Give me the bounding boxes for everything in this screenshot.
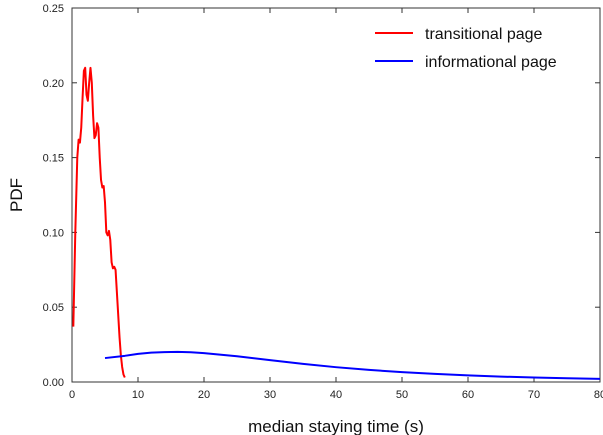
axis-ticks: 0 10 20 30 40 50 60 70 80 0.00 0.05 0.10 0.15 0.20 0.2… (43, 3, 603, 401)
legend-label-informational: informational page (425, 54, 557, 71)
x-tick-label: 50 (396, 389, 408, 401)
series-line-transitional (72, 66, 126, 378)
y-tick-label: 0.10 (43, 227, 64, 239)
y-tick-label: 0.25 (43, 3, 64, 15)
y-axis-label: PDF (7, 178, 26, 212)
y-tick-label: 0.05 (43, 302, 64, 314)
x-tick-label: 80 (594, 389, 603, 401)
x-tick-label: 40 (330, 389, 342, 401)
x-tick-label: 0 (69, 389, 75, 401)
x-axis-label: median staying time (s) (248, 417, 424, 435)
legend: transitional page informational page (375, 26, 557, 71)
legend-label-transitional: transitional page (425, 26, 543, 43)
x-tick-label: 70 (528, 389, 540, 401)
y-tick-label: 0.15 (43, 153, 64, 165)
series-line-informational (104, 350, 601, 380)
series-lines (72, 66, 601, 380)
x-tick-label: 20 (198, 389, 210, 401)
x-tick-label: 10 (132, 389, 144, 401)
x-tick-label: 60 (462, 389, 474, 401)
y-tick-label: 0.20 (43, 78, 64, 90)
y-tick-label: 0.00 (43, 377, 64, 389)
x-tick-label: 30 (264, 389, 276, 401)
plot-area (71, 7, 601, 383)
